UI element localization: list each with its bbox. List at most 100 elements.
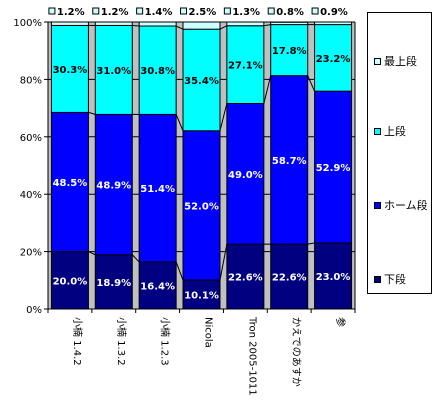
connector-line (131, 254, 140, 263)
y-tick-label: 0% (26, 305, 42, 316)
bar-segment (226, 21, 265, 27)
data-label: 10.1% (184, 291, 219, 302)
top-label-swatch (311, 7, 319, 15)
top-data-label: 1.3% (232, 7, 260, 18)
legend-swatch-top-row (374, 57, 381, 65)
legend-label-home-row: ホーム段 (384, 199, 428, 212)
data-label: 49.0% (228, 170, 263, 181)
legend-label-top-row: 最上段 (384, 55, 417, 68)
legend-label-bottom-row: 下段 (384, 273, 406, 286)
bars (50, 21, 353, 310)
connector-line (219, 25, 228, 30)
top-data-label: 0.9% (320, 7, 348, 18)
bar-segment (314, 21, 353, 26)
data-labels: 20.0% 18.9% 16.4% 10.1% 22.6% 22.6% 23.0% 48.5%… (53, 46, 351, 301)
data-label: 52.9% (316, 163, 351, 174)
legend-label-upper-row: 上段 (384, 125, 406, 138)
legend-item-upper-row: 上段 (374, 123, 406, 139)
bar-segment (182, 279, 221, 310)
bar-segment (270, 24, 309, 77)
data-label: 31.0% (96, 66, 131, 77)
bar-segment (94, 113, 133, 256)
data-label: 17.8% (272, 46, 307, 57)
legend-swatch-bottom-row (374, 275, 381, 283)
connector-line (175, 114, 184, 131)
bar-segment (94, 21, 133, 26)
x-tick-label: Nicola (203, 317, 214, 348)
top-data-label: 0.8% (276, 7, 304, 18)
x-tick-label: Tron 2005-1011 (246, 316, 257, 396)
data-label: 58.7% (272, 156, 307, 167)
legend-item-bottom-row: 下段 (374, 271, 406, 287)
data-label: 48.9% (96, 181, 131, 192)
connector-line (307, 75, 316, 92)
legend: 最上段 上段 ホーム段 下段 (367, 12, 432, 294)
y-tick-label: 60% (20, 133, 42, 144)
x-tick-label: 参 (334, 317, 347, 327)
bar-segment (270, 21, 309, 26)
top-data-label: 1.2% (101, 7, 129, 18)
legend-swatch-home-row (374, 201, 381, 209)
x-tick-label: 小楠 1.4.2 (71, 317, 84, 366)
data-label: 18.9% (96, 278, 131, 289)
bar-segment (50, 21, 89, 26)
connector-line (263, 24, 271, 27)
top-data-label: 2.5% (189, 7, 217, 18)
bar-segment (314, 24, 353, 92)
bar-segment (226, 103, 265, 245)
data-label: 22.6% (272, 273, 307, 284)
bar-segment (226, 25, 265, 105)
bar-segment (182, 130, 221, 281)
connector-line (132, 24, 140, 27)
connector-line (175, 25, 184, 30)
series-connector-lines (88, 24, 316, 281)
y-tick-label: 40% (20, 190, 42, 201)
data-label: 52.0% (184, 201, 219, 212)
data-label: 30.8% (140, 66, 175, 77)
data-label: 22.6% (228, 273, 263, 284)
data-label: 23.0% (316, 272, 351, 283)
x-tick-label: かえでのあすか (290, 317, 302, 387)
connector-line (219, 103, 228, 131)
data-label: 48.5% (53, 178, 88, 189)
connector-line (307, 242, 315, 245)
connector-line (263, 75, 272, 104)
axes: 0% 20% 40% 60% 80% 100% 小楠 1.4.2 小楠 1.3.2 小楠 1.2… (13, 18, 356, 396)
data-label: 51.4% (140, 184, 175, 195)
data-label: 20.0% (53, 276, 88, 287)
top-label-swatch (92, 7, 100, 15)
top-label-swatch (223, 7, 231, 15)
top-label-swatch (267, 7, 275, 15)
data-label: 16.4% (140, 281, 175, 292)
top-label-swatch (48, 7, 56, 15)
y-tick-label: 100% (13, 18, 42, 29)
bar-segment (138, 25, 177, 115)
x-tick-label: 小楠 1.2.3 (159, 317, 172, 366)
top-label-swatch (180, 7, 187, 15)
connector-line (88, 251, 96, 256)
bar-segment (270, 75, 309, 245)
bar-segment (182, 28, 221, 132)
top-label-swatch (136, 7, 144, 15)
bar-segment (138, 21, 177, 27)
top-data-label: 1.2% (57, 7, 85, 18)
bar-segment (94, 254, 133, 310)
data-label: 27.1% (228, 61, 263, 72)
legend-swatch-upper-row (374, 127, 381, 135)
y-tick-label: 80% (20, 75, 42, 86)
bar-segment (226, 243, 265, 310)
connector-line (219, 244, 228, 281)
data-label: 35.4% (184, 76, 219, 87)
y-tick-label: 20% (20, 248, 42, 259)
legend-item-top-row: 最上段 (374, 53, 417, 69)
connector-line (175, 261, 184, 281)
data-label: 30.3% (53, 65, 88, 76)
top-data-label: 1.4% (145, 7, 173, 18)
bar-segment (182, 21, 221, 30)
bar-segment (50, 24, 89, 113)
bar-segment (138, 113, 177, 263)
legend-item-home-row: ホーム段 (374, 197, 428, 213)
data-label: 23.2% (316, 54, 351, 65)
top-series-labels: 1.2% 1.2% 1.4% 2.5% 1.3% 0.8% 0.9% (48, 7, 348, 18)
